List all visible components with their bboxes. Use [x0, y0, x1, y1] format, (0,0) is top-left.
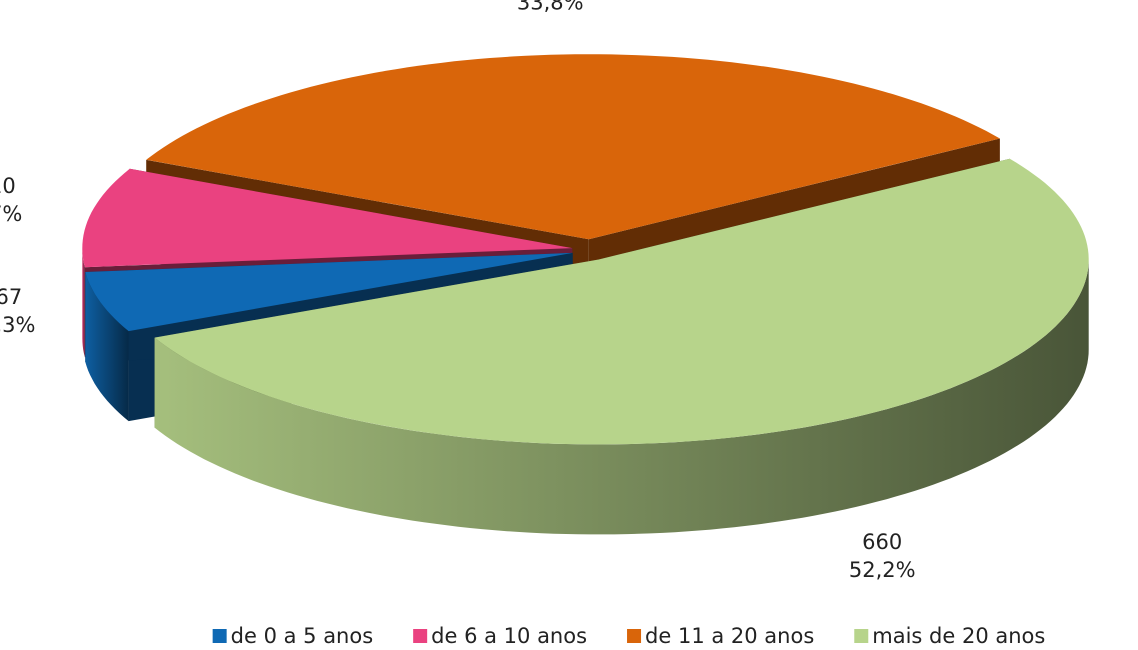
data-label: 8,7%	[0, 202, 22, 226]
legend-label: de 0 a 5 anos	[231, 624, 374, 648]
legend-swatch	[413, 629, 428, 643]
legend-item: de 11 a 20 anos	[627, 624, 814, 648]
data-label: 52,2%	[849, 558, 916, 582]
legend-item: de 6 a 10 anos	[413, 624, 587, 648]
data-label: 5,3%	[0, 313, 35, 337]
slice	[154, 158, 1089, 445]
legend-swatch	[212, 629, 227, 643]
legend-label: de 6 a 10 anos	[431, 624, 587, 648]
legend-item: mais de 20 anos	[854, 624, 1045, 648]
legend-item: de 0 a 5 anos	[212, 624, 374, 648]
slice-wall	[154, 259, 1089, 535]
legend-label: mais de 20 anos	[872, 624, 1045, 648]
slice	[146, 54, 1000, 240]
data-label: 67	[0, 285, 22, 309]
legend-swatch	[854, 629, 869, 643]
slice-wall	[82, 248, 85, 358]
data-label: 660	[862, 530, 902, 554]
data-label: 110	[0, 174, 16, 198]
data-label: 33,8%	[517, 0, 584, 15]
slice	[82, 168, 573, 268]
slice	[85, 252, 573, 332]
legend-swatch	[627, 629, 642, 643]
slice-wall	[85, 272, 129, 422]
legend-label: de 11 a 20 anos	[645, 624, 814, 648]
